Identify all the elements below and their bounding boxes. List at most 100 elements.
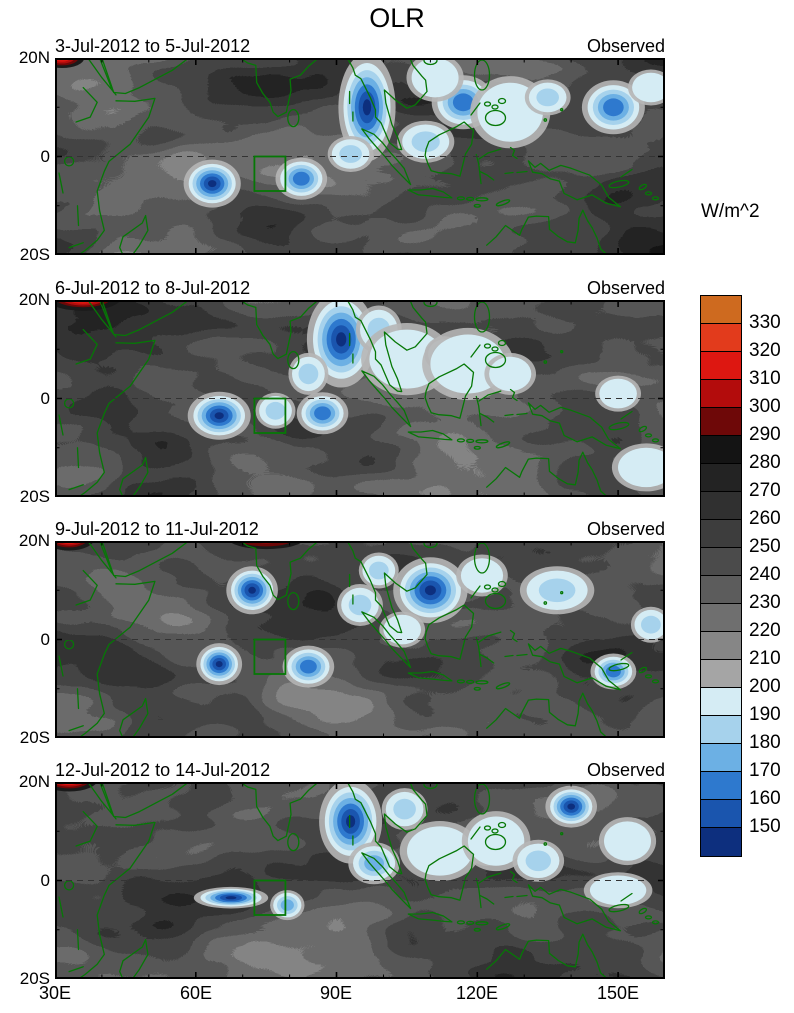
colorbar-tick-labels: 330 320 310 300 290 280 270 260 250 240 230 220 210 2…: [749, 295, 794, 855]
map-svg-1: [55, 58, 665, 255]
contour-fill: [411, 58, 459, 98]
x-tick-label: 150E: [596, 983, 640, 1003]
date-range-label: 12-Jul-2012 to 14-Jul-2012: [55, 760, 271, 780]
colorbar-tick-label: 290: [749, 424, 781, 445]
date-range-label: 6-Jul-2012 to 8-Jul-2012: [55, 278, 251, 298]
colorbar-segment: [701, 828, 741, 856]
contour-fill: [348, 594, 372, 616]
colorbar-tick-label: 300: [749, 396, 781, 417]
colorbar-tick-label: 330: [749, 312, 781, 333]
x-tick-label: 60E: [179, 983, 213, 1003]
colorbar-segment: [701, 380, 741, 408]
colorbar-segment: [701, 548, 741, 576]
contour-fill: [300, 659, 317, 674]
colorbar-segment: [701, 436, 741, 464]
map-svg-2: [55, 300, 665, 497]
contour-fill: [589, 875, 647, 906]
colorbar-segment: [701, 744, 741, 772]
contour-fill: [339, 145, 362, 163]
colorbar-tick-label: 220: [749, 620, 781, 641]
contour-fill: [298, 363, 319, 385]
contour-fill: [314, 406, 331, 421]
y-tick-label: 20N: [18, 772, 50, 791]
y-tick-label: 20N: [18, 531, 50, 550]
contour-fill: [411, 131, 440, 152]
colorbar-units-label: W/m^2: [701, 201, 760, 222]
colorbar-tick-label: 240: [749, 564, 781, 585]
colorbar-tick-label: 270: [749, 480, 781, 501]
colorbar-segment: [701, 632, 741, 660]
colorbar-segment: [701, 772, 741, 800]
colorbar-tick-label: 200: [749, 676, 781, 697]
x-tick-label: 120E: [455, 983, 499, 1003]
panel-header-2: 6-Jul-2012 to 8-Jul-2012 Observed: [55, 278, 665, 300]
olr-anomaly-blobs: [55, 58, 665, 208]
colorbar-segment: [701, 604, 741, 632]
colorbar-segment: [701, 660, 741, 688]
panel-frame: [55, 782, 665, 979]
source-label: Observed: [586, 519, 665, 539]
contour-fill: [364, 855, 384, 872]
date-range-label: 3-Jul-2012 to 5-Jul-2012: [55, 36, 251, 56]
map-panel-2: [55, 300, 665, 497]
panel-header-3: 9-Jul-2012 to 11-Jul-2012 Observed: [55, 519, 665, 541]
source-label: Observed: [586, 760, 665, 780]
contour-fill: [214, 412, 224, 420]
colorbar-tick-label: 260: [749, 508, 781, 529]
contour-fill: [641, 615, 661, 634]
contour-fill: [536, 88, 559, 107]
contour-fill: [632, 72, 665, 103]
contour-fill: [489, 356, 532, 392]
contour-fill: [346, 815, 356, 828]
contour-fill: [604, 821, 651, 861]
colorbar-tick-label: 180: [749, 732, 781, 753]
contour-fill: [538, 578, 576, 603]
colorbar-tick-label: 230: [749, 592, 781, 613]
contour-fill: [452, 93, 474, 112]
contour-fill: [393, 798, 416, 820]
analysis-box: [253, 638, 287, 675]
y-tick-label: 20S: [19, 245, 50, 264]
analysis-box: [253, 397, 287, 434]
colorbar-segment: [701, 576, 741, 604]
colorbar-tick-label: 160: [749, 788, 781, 809]
colorbar-tick-label: 320: [749, 340, 781, 361]
map-panel-1: [55, 58, 665, 255]
y-tick-label: 0: [40, 389, 50, 408]
contour-fill: [336, 332, 347, 347]
date-range-label: 9-Jul-2012 to 11-Jul-2012: [55, 519, 259, 539]
colorbar-segment: [701, 520, 741, 548]
contour-fill: [467, 816, 525, 866]
colorbar-segment: [701, 716, 741, 744]
x-tick-label: 30E: [38, 983, 72, 1003]
contour-fill: [362, 99, 372, 116]
x-tick-label: 90E: [319, 983, 353, 1003]
olr-anomaly-blobs: [55, 782, 657, 921]
contour-fill: [248, 586, 256, 594]
contour-fill: [460, 558, 504, 593]
contour-fill: [567, 803, 575, 810]
y-tick-label: 20N: [18, 48, 50, 67]
contour-fill: [215, 661, 223, 668]
colorbar-tick-label: 250: [749, 536, 781, 557]
y-tick-label: 20S: [19, 728, 50, 747]
contour-fill: [208, 180, 217, 188]
colorbar-segment: [701, 800, 741, 828]
panel-frame: [55, 58, 665, 255]
contour-fill: [383, 614, 422, 645]
y-tick-label: 20S: [19, 487, 50, 506]
colorbar-tick-label: 280: [749, 452, 781, 473]
colorbar-tick-label: 170: [749, 760, 781, 781]
analysis-box: [253, 155, 287, 192]
panel-header-4: 12-Jul-2012 to 14-Jul-2012 Observed: [55, 760, 665, 782]
contour-fill: [280, 899, 294, 911]
colorbar-tick-label: 190: [749, 704, 781, 725]
colorbar-tick-label: 150: [749, 816, 781, 837]
contour-fill: [618, 447, 665, 488]
map-svg-3: [55, 541, 665, 738]
map-panel-4: [55, 782, 665, 979]
colorbar: [700, 295, 742, 857]
source-label: Observed: [586, 36, 665, 56]
y-tick-label: 20S: [19, 969, 50, 988]
colorbar-segment: [701, 688, 741, 716]
